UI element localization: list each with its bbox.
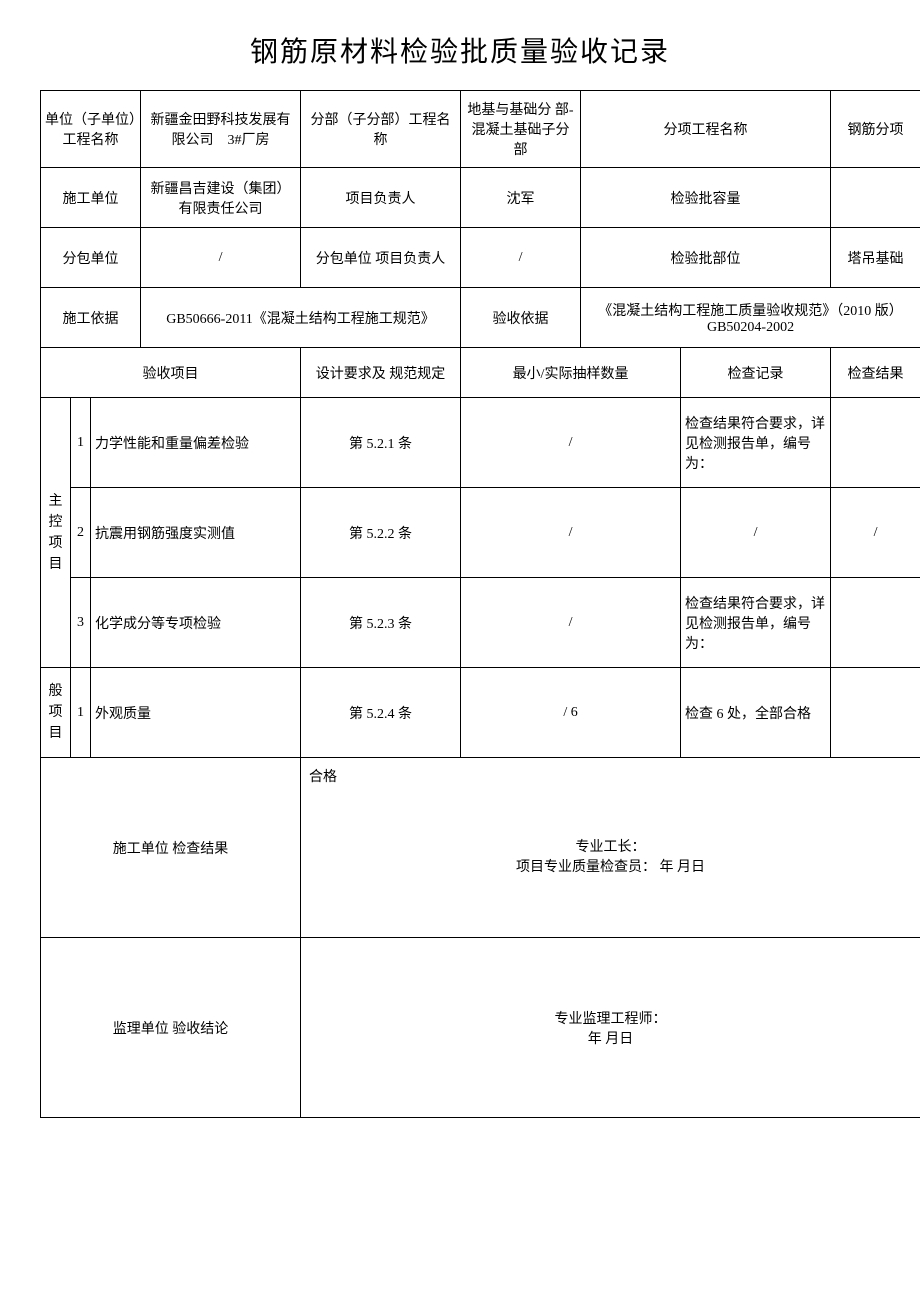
main-row-2-record: /: [681, 488, 831, 578]
main-row-2-sample: /: [461, 488, 681, 578]
label-construction-basis: 施工依据: [41, 288, 141, 348]
label-sub-leader: 分包单位 项目负责人: [301, 228, 461, 288]
quality-inspector-label: 项目专业质量检查员： 年 月日: [309, 856, 912, 876]
main-row-1-result: [831, 398, 920, 488]
label-sub-item: 分项工程名称: [581, 91, 831, 168]
main-row-1-name: 力学性能和重量偏差检验: [91, 398, 301, 488]
label-subcontractor: 分包单位: [41, 228, 141, 288]
foreman-label: 专业工长：: [309, 836, 912, 856]
supervising-engineer-label: 专业监理工程师：: [305, 1008, 916, 1028]
supervision-conclusion-content: 专业监理工程师： 年 月日: [301, 938, 920, 1118]
value-subcontractor: /: [141, 228, 301, 288]
inspection-record-table: 单位（子单位）工程名称 新疆金田野科技发展有限公司 3#厂房 分部（子分部）工程…: [40, 90, 920, 1118]
label-construction-check: 施工单位 检查结果: [41, 758, 301, 938]
page-title: 钢筋原材料检验批质量验收记录: [40, 30, 880, 70]
header-acceptance-item: 验收项目: [41, 348, 301, 398]
value-construction-unit: 新疆昌吉建设（集团）有限责任公司: [141, 168, 301, 228]
main-row-3-name: 化学成分等专项检验: [91, 578, 301, 668]
general-row-1-num: 1: [71, 668, 91, 758]
label-supervision-conclusion: 监理单位 验收结论: [41, 938, 301, 1118]
main-row-1-sample: /: [461, 398, 681, 488]
main-row-2-name: 抗震用钢筋强度实测值: [91, 488, 301, 578]
general-row-1-name: 外观质量: [91, 668, 301, 758]
construction-check-content: 合格 专业工长： 项目专业质量检查员： 年 月日: [301, 758, 920, 938]
main-row-3-sample: /: [461, 578, 681, 668]
main-row-1-num: 1: [71, 398, 91, 488]
label-batch-capacity: 检验批容量: [581, 168, 831, 228]
main-row-2-spec: 第 5.2.2 条: [301, 488, 461, 578]
main-row-3-result: [831, 578, 920, 668]
general-row-1-result: [831, 668, 920, 758]
label-batch-location: 检验批部位: [581, 228, 831, 288]
main-group-label: 主控项目: [41, 398, 71, 668]
header-sample: 最小/实际抽样数量: [461, 348, 681, 398]
main-row-2-num: 2: [71, 488, 91, 578]
label-unit-project: 单位（子单位）工程名称: [41, 91, 141, 168]
label-sub-project: 分部（子分部）工程名称: [301, 91, 461, 168]
general-row-1-spec: 第 5.2.4 条: [301, 668, 461, 758]
value-project-leader: 沈军: [461, 168, 581, 228]
header-result: 检查结果: [831, 348, 920, 398]
general-row-1-record: 检查 6 处，全部合格: [681, 668, 831, 758]
main-row-3-record: 检查结果符合要求，详见检测报告单，编号为：: [681, 578, 831, 668]
header-spec: 设计要求及 规范规定: [301, 348, 461, 398]
label-project-leader: 项目负责人: [301, 168, 461, 228]
label-construction-unit: 施工单位: [41, 168, 141, 228]
check-status: 合格: [309, 766, 912, 786]
general-row-1-sample: / 6: [461, 668, 681, 758]
general-group-label: 般项目: [41, 668, 71, 758]
value-batch-location: 塔吊基础: [831, 228, 920, 288]
date-label: 年 月日: [305, 1028, 916, 1048]
main-row-1-spec: 第 5.2.1 条: [301, 398, 461, 488]
main-row-3-num: 3: [71, 578, 91, 668]
value-unit-project: 新疆金田野科技发展有限公司 3#厂房: [141, 91, 301, 168]
value-sub-project: 地基与基础分 部-混凝土基础子分部: [461, 91, 581, 168]
main-row-2-result: /: [831, 488, 920, 578]
value-construction-basis: GB50666-2011《混凝土结构工程施工规范》: [141, 288, 461, 348]
value-sub-item: 钢筋分项: [831, 91, 920, 168]
value-batch-capacity: [831, 168, 920, 228]
label-acceptance-basis: 验收依据: [461, 288, 581, 348]
value-acceptance-basis: 《混凝土结构工程施工质量验收规范》（2010 版）GB50204-2002: [581, 288, 920, 348]
header-record: 检查记录: [681, 348, 831, 398]
main-row-3-spec: 第 5.2.3 条: [301, 578, 461, 668]
main-row-1-record: 检查结果符合要求，详见检测报告单，编号为：: [681, 398, 831, 488]
value-sub-leader: /: [461, 228, 581, 288]
